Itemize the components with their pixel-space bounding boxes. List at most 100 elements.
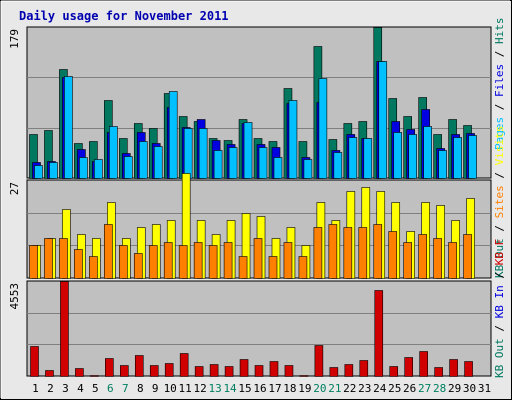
- bar-kbytes: [254, 365, 264, 377]
- day-label: 18: [283, 382, 296, 395]
- day-label: 10: [164, 382, 177, 395]
- bar-kbytes: [75, 368, 84, 377]
- kbytes-plot-area: [26, 280, 492, 377]
- legend-part: Visits: [493, 126, 506, 166]
- bar-sites: [463, 234, 472, 279]
- bar-kbytes: [105, 358, 114, 377]
- bar-hits: [318, 78, 328, 179]
- bar-hits: [213, 150, 223, 179]
- day-label: 28: [433, 382, 446, 395]
- bar-sites: [418, 234, 427, 279]
- bar-hits: [79, 157, 88, 179]
- bar-sites: [163, 242, 173, 279]
- bar-kbytes: [419, 351, 428, 377]
- legend-part: /: [493, 218, 506, 238]
- bar-hits: [453, 137, 462, 179]
- bar-sites: [223, 242, 233, 279]
- bar-hits: [288, 100, 298, 179]
- bar-kbytes: [149, 365, 159, 377]
- day-label: 25: [388, 382, 401, 395]
- bar-kbytes: [60, 281, 69, 377]
- legend-part: /: [493, 165, 506, 185]
- bar-kbytes: [90, 375, 99, 377]
- bar-kbytes: [120, 365, 129, 377]
- day-label: 9: [152, 382, 159, 395]
- bar-hits: [348, 137, 358, 179]
- bar-hits: [333, 152, 343, 179]
- bar-hits: [49, 162, 58, 179]
- chart-title: Daily usage for November 2011: [19, 9, 229, 23]
- bar-hits: [94, 159, 103, 179]
- y-max-label-kbytes: 4553: [8, 283, 21, 310]
- legend-part: KB Out: [493, 338, 506, 378]
- bar-sites: [59, 238, 68, 279]
- bar-sites: [433, 238, 442, 279]
- legend-part: /: [493, 97, 506, 117]
- bar-sites: [104, 224, 113, 279]
- legend-part: KB Out: [493, 238, 506, 278]
- legend-part: KB F: [493, 239, 506, 266]
- bar-sites: [298, 256, 308, 279]
- bar-hits: [183, 128, 193, 179]
- legend-part: /: [493, 44, 506, 64]
- day-label: 3: [62, 382, 69, 395]
- legend-hits-files-pages: Pages / Files / Hits: [493, 18, 506, 151]
- day-label: 7: [122, 382, 129, 395]
- bar-sites: [89, 256, 98, 279]
- day-label: 4: [77, 382, 84, 395]
- bar-sites: [253, 238, 263, 279]
- bar-kbytes: [30, 346, 39, 377]
- panel-hits-files-pages: 179 Pages / Files / Hits: [8, 18, 506, 179]
- bar-sites: [133, 253, 143, 279]
- day-label: 20: [313, 382, 326, 395]
- day-label: 29: [448, 382, 461, 395]
- day-label: 5: [92, 382, 99, 395]
- bar-kbytes: [359, 360, 369, 377]
- legend-part: Hits: [493, 18, 506, 45]
- bar-hits: [378, 61, 388, 179]
- day-label: 21: [328, 382, 341, 395]
- bar-kbytes: [284, 365, 294, 377]
- day-label: 8: [137, 382, 144, 395]
- day-label: 1: [32, 382, 39, 395]
- day-label: 22: [343, 382, 356, 395]
- bar-hits: [273, 157, 283, 179]
- bar-sites: [358, 227, 368, 279]
- y-max-label-visits: 27: [8, 182, 21, 195]
- legend-kbytes: KB Out / KB In / KB F: [493, 239, 506, 378]
- legend-part: Sites: [493, 185, 506, 218]
- bar-sites: [343, 227, 353, 279]
- bar-kbytes: [224, 366, 234, 377]
- day-label: 6: [107, 382, 114, 395]
- bar-hits: [303, 159, 313, 179]
- bar-kbytes: [45, 370, 54, 377]
- bar-sites: [403, 242, 412, 279]
- bar-sites: [29, 245, 38, 279]
- bar-kbytes: [329, 367, 339, 377]
- day-label: 15: [238, 382, 251, 395]
- bar-kbytes: [269, 361, 279, 377]
- bar-kbytes: [314, 345, 324, 377]
- bar-hits: [168, 91, 178, 179]
- bar-kbytes: [404, 357, 413, 377]
- bar-kbytes: [209, 364, 219, 377]
- day-label: 14: [223, 382, 237, 395]
- legend-part: /: [493, 318, 506, 338]
- bar-hits: [34, 165, 43, 179]
- bar-kbytes: [239, 359, 249, 377]
- bar-kbytes: [464, 361, 473, 377]
- panel-visits-sites: 27 KB Out / Sites / Visits: [8, 126, 506, 279]
- day-label: 12: [194, 382, 207, 395]
- bar-hits: [393, 132, 403, 179]
- day-label: 24: [373, 382, 387, 395]
- legend-visits-sites: KB Out / Sites / Visits: [493, 126, 506, 278]
- bar-hits: [228, 147, 238, 179]
- bar-sites: [283, 242, 293, 279]
- bar-sites: [268, 256, 278, 279]
- bar-hits: [109, 126, 118, 179]
- day-label: 2: [47, 382, 54, 395]
- bar-sites: [44, 238, 53, 279]
- bar-kbytes: [194, 366, 204, 377]
- day-label: 23: [358, 382, 371, 395]
